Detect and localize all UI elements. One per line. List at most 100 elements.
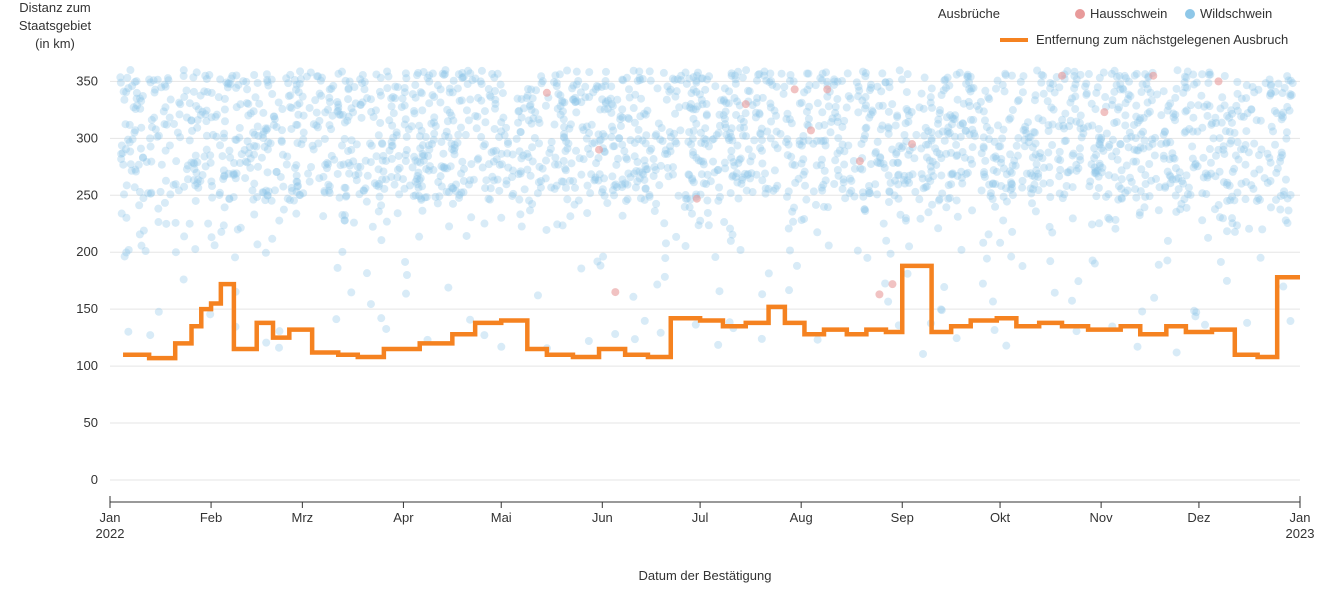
wild-point xyxy=(170,181,178,189)
wild-point xyxy=(861,207,869,215)
wild-point xyxy=(251,93,259,101)
wild-point xyxy=(344,147,352,155)
wild-point xyxy=(1189,114,1197,122)
wild-point xyxy=(874,138,882,146)
wild-point xyxy=(1139,128,1147,136)
wild-point xyxy=(450,77,458,85)
wild-point xyxy=(517,128,525,136)
wild-point xyxy=(481,118,489,126)
wild-point xyxy=(936,106,944,114)
wild-point xyxy=(833,95,841,103)
wild-point xyxy=(854,247,862,255)
wild-point xyxy=(548,138,556,146)
wild-point xyxy=(1189,71,1197,79)
x-tick-label: Mai xyxy=(491,510,512,525)
x-tick-label: Dez xyxy=(1187,510,1210,525)
wild-point xyxy=(938,91,946,99)
wild-point xyxy=(733,179,741,187)
wild-point xyxy=(212,133,220,141)
wild-point xyxy=(443,188,451,196)
wild-point xyxy=(497,343,505,351)
y-tick-label: 200 xyxy=(76,244,98,259)
wild-point xyxy=(1126,174,1134,182)
wild-point xyxy=(437,138,445,146)
wild-point xyxy=(1146,192,1154,200)
wild-point xyxy=(1055,83,1063,91)
wild-point xyxy=(1132,158,1140,166)
wild-point xyxy=(1267,203,1275,211)
wild-point xyxy=(1161,128,1169,136)
wild-point xyxy=(360,187,368,195)
wild-point xyxy=(1094,83,1102,91)
wild-point xyxy=(798,142,806,150)
wild-point xyxy=(928,137,936,145)
wild-point xyxy=(1272,169,1280,177)
wild-point xyxy=(749,101,757,109)
wild-point xyxy=(1164,106,1172,114)
wild-point xyxy=(725,87,733,95)
wild-point xyxy=(722,99,730,107)
wild-point xyxy=(1234,90,1242,98)
wild-point xyxy=(711,82,719,90)
wild-point xyxy=(554,161,562,169)
y-tick-label: 250 xyxy=(76,187,98,202)
wild-point xyxy=(129,135,137,143)
wild-point xyxy=(250,142,258,150)
x-tick-label: Jan xyxy=(1290,510,1311,525)
wild-point xyxy=(254,122,262,130)
distance-chart: 050100150200250300350Distanz zumStaatsge… xyxy=(0,0,1333,600)
wild-point xyxy=(377,236,385,244)
wild-point xyxy=(767,103,775,111)
wild-point xyxy=(637,194,645,202)
wild-point xyxy=(1172,164,1180,172)
wild-point xyxy=(786,246,794,254)
wild-point xyxy=(437,172,445,180)
wild-point xyxy=(136,230,144,238)
wild-point xyxy=(968,206,976,214)
wild-point xyxy=(823,78,831,86)
wild-point xyxy=(1124,186,1132,194)
wild-point xyxy=(1183,204,1191,212)
wild-point xyxy=(690,178,698,186)
wild-point xyxy=(1074,277,1082,285)
wild-point xyxy=(154,205,162,213)
wild-point xyxy=(943,113,951,121)
wild-point xyxy=(650,155,658,163)
wild-point xyxy=(783,135,791,143)
wild-point xyxy=(640,156,648,164)
wild-point xyxy=(1069,214,1077,222)
wild-point xyxy=(799,171,807,179)
wild-point xyxy=(635,126,643,134)
x-tick-label: Sep xyxy=(891,510,914,525)
wild-point xyxy=(991,203,999,211)
wild-point xyxy=(123,74,131,82)
haus-point xyxy=(875,290,883,298)
wild-point xyxy=(492,147,500,155)
wild-point xyxy=(1206,145,1214,153)
wild-point xyxy=(236,159,244,167)
wild-point xyxy=(561,165,569,173)
wild-point xyxy=(1019,177,1027,185)
wild-point xyxy=(1136,209,1144,217)
wild-point xyxy=(304,170,312,178)
wild-point xyxy=(292,210,300,218)
wild-point xyxy=(1228,193,1236,201)
wild-point xyxy=(188,127,196,135)
wild-point xyxy=(753,94,761,102)
wild-point xyxy=(618,141,626,149)
wild-point xyxy=(1105,190,1113,198)
wild-point xyxy=(402,290,410,298)
wild-point xyxy=(376,88,384,96)
wild-point xyxy=(1001,70,1009,78)
wild-point xyxy=(758,290,766,298)
wild-point xyxy=(690,86,698,94)
wild-point xyxy=(953,334,961,342)
wild-point xyxy=(542,102,550,110)
wild-point xyxy=(1247,105,1255,113)
wild-point xyxy=(1008,72,1016,80)
wild-point xyxy=(377,314,385,322)
wild-point xyxy=(729,231,737,239)
wild-point xyxy=(942,150,950,158)
wild-point xyxy=(1074,164,1082,172)
wild-point xyxy=(371,179,379,187)
